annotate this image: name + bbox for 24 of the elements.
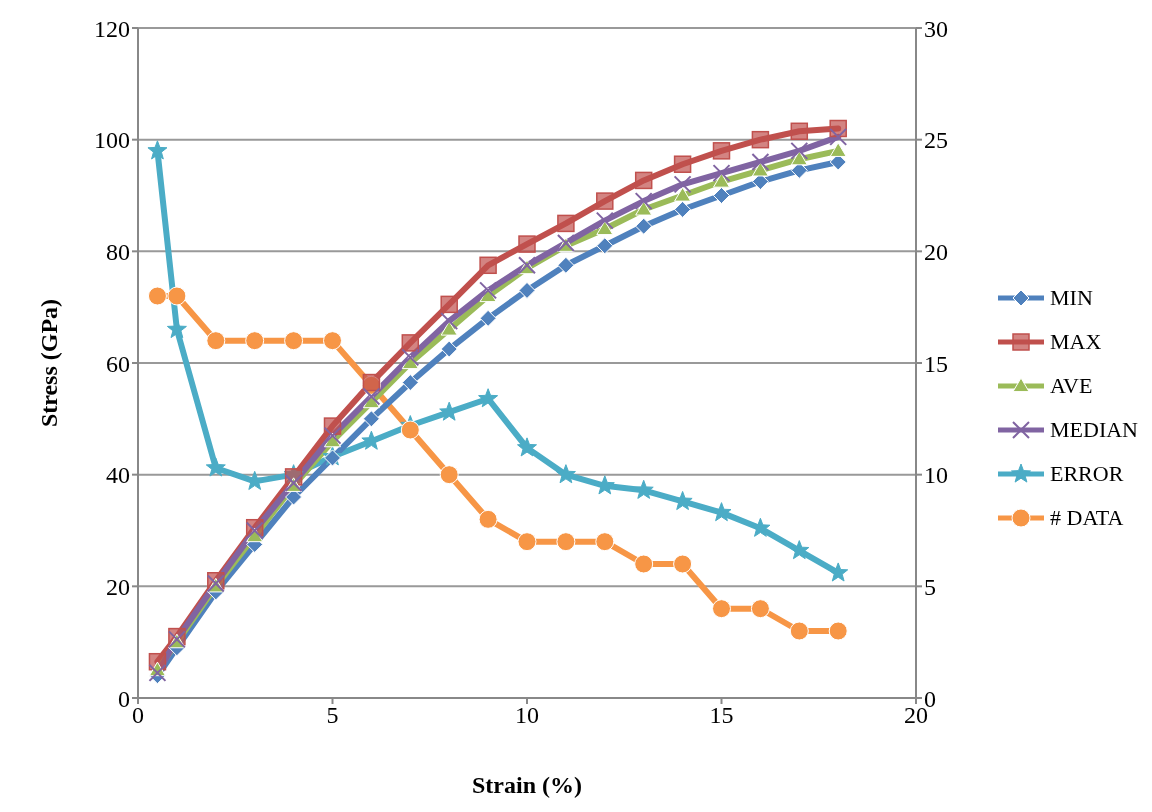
legend-label: AVE xyxy=(1050,373,1093,399)
y-tick-label: 60 xyxy=(106,350,130,377)
y2-tick-label: 15 xyxy=(924,350,948,377)
legend-label: MIN xyxy=(1050,285,1093,311)
legend-label: ERROR xyxy=(1050,461,1124,487)
y2-tick-label: 5 xyxy=(924,573,936,600)
y2-tick-label: 25 xyxy=(924,127,948,154)
y-tick-label: 120 xyxy=(94,15,130,42)
legend-label: # DATA xyxy=(1050,505,1124,531)
y-tick-label: 80 xyxy=(106,238,130,265)
y2-tick-label: 30 xyxy=(924,15,948,42)
y-tick-label: 20 xyxy=(106,573,130,600)
y-axis-title: Stress (GPa) xyxy=(35,298,62,428)
y-tick-label: 40 xyxy=(106,462,130,489)
y2-tick-label: 20 xyxy=(924,238,948,265)
y-tick-label: 0 xyxy=(118,685,130,712)
y-tick-label: 100 xyxy=(94,127,130,154)
x-tick-label: 15 xyxy=(709,702,734,729)
y2-tick-label: 10 xyxy=(924,462,948,489)
x-tick-label: 10 xyxy=(515,702,539,729)
legend-label: MEDIAN xyxy=(1050,417,1138,443)
legend-label: MAX xyxy=(1050,329,1102,355)
x-tick-label: 5 xyxy=(326,702,339,729)
x-axis-title: Strain (%) xyxy=(472,772,582,798)
